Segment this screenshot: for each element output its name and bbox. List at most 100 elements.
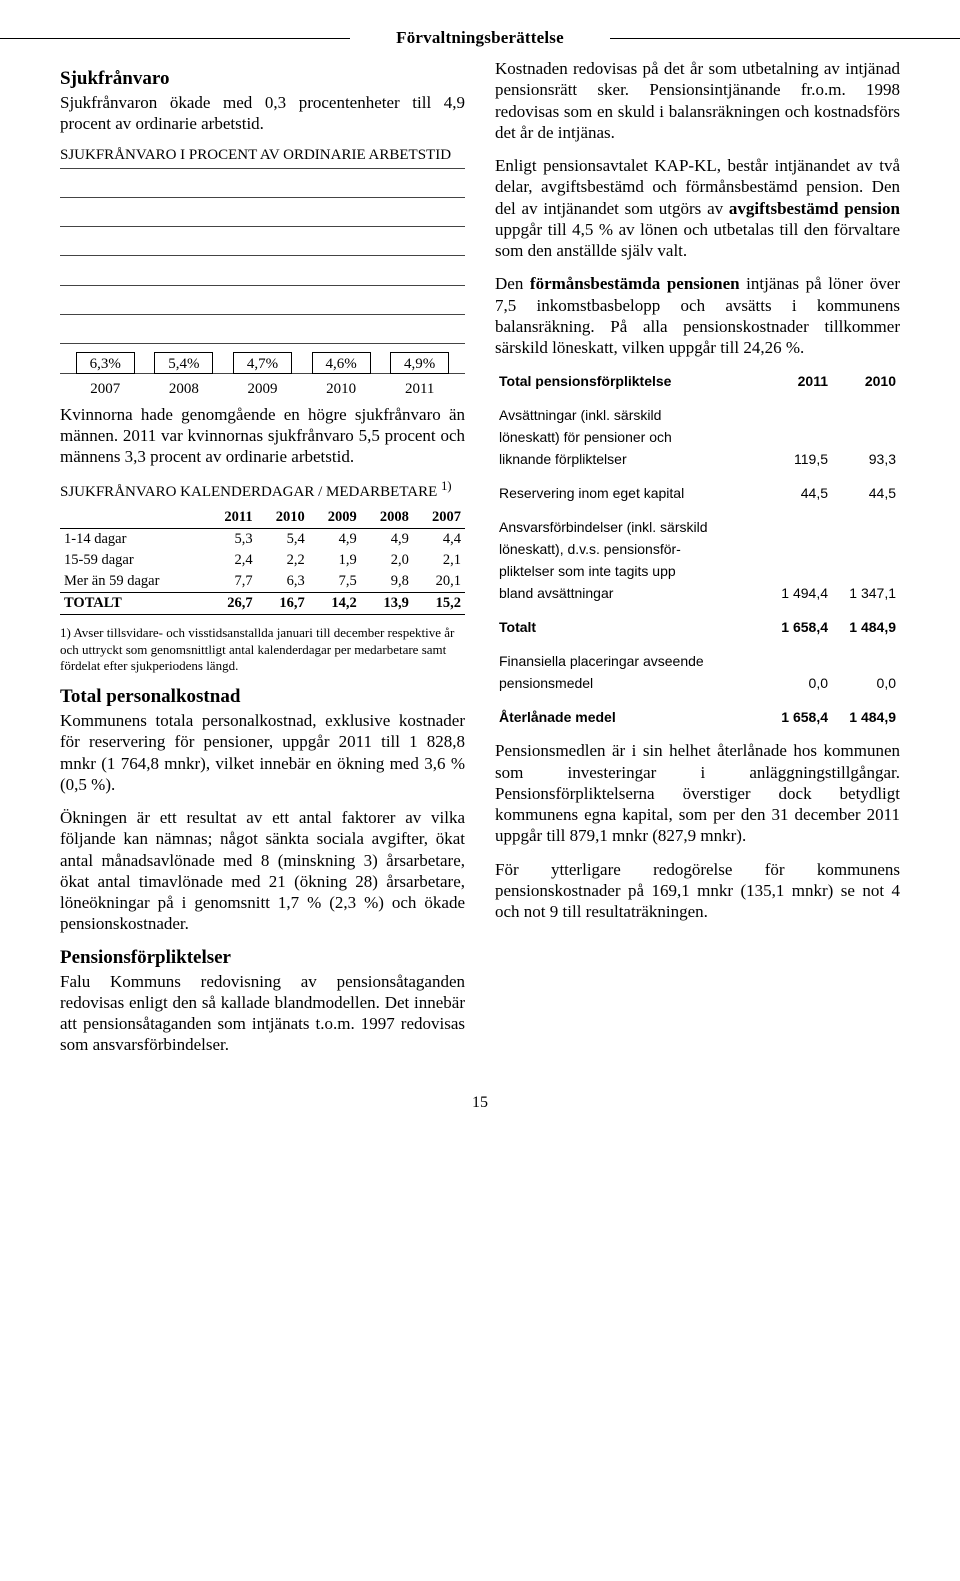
bar-wrap: 4,7% — [233, 352, 292, 374]
barchart-sjukfranvaro: 6,3%5,4%4,7%4,6%4,9% 2007200820092010201… — [60, 168, 465, 398]
pension-value — [764, 426, 832, 448]
barchart-xlabel: 2007 — [76, 381, 135, 398]
para-right-4: Pensionsmedlen är i sin helhet återlånad… — [495, 740, 900, 846]
barchart-xlabel: 2009 — [233, 381, 292, 398]
para-right-3b: förmånsbestämda pensionen — [530, 274, 740, 293]
heading-pensionsforpliktelser: Pensionsförpliktelser — [60, 947, 465, 969]
pension-row: löneskatt), d.v.s. pensionsför- — [495, 538, 900, 560]
table1-total-cell: TOTALT — [60, 593, 206, 615]
pension-h2: 2010 — [832, 370, 900, 392]
table1-body: 1-14 dagar5,35,44,94,94,415-59 dagar2,42… — [60, 529, 465, 615]
bar-wrap: 5,4% — [154, 352, 213, 374]
pension-value: 44,5 — [764, 482, 832, 504]
table1-cell: 20,1 — [413, 571, 465, 593]
pension-h1: 2011 — [764, 370, 832, 392]
table1-col-header — [60, 507, 206, 529]
pension-value: 44,5 — [832, 482, 900, 504]
pension-spacer — [495, 504, 900, 516]
pension-label: löneskatt) för pensioner och — [495, 426, 764, 448]
table1-cell: 1-14 dagar — [60, 529, 206, 551]
right-column: Kostnaden redovisas på det år som utbeta… — [495, 58, 900, 1068]
para-right-5: För ytterligare redogörelse för kommunen… — [495, 859, 900, 923]
table-pension: Total pensionsförpliktelse 2011 2010 Avs… — [495, 370, 900, 728]
pension-row: pensionsmedel0,00,0 — [495, 672, 900, 694]
table-kalenderdagar: 20112010200920082007 1-14 dagar5,35,44,9… — [60, 507, 465, 615]
pension-value — [832, 426, 900, 448]
para-total-1: Kommunens totala personalkostnad, exklus… — [60, 710, 465, 795]
pension-total-cell: 1 484,9 — [832, 616, 900, 638]
table1-cell: 9,8 — [361, 571, 413, 593]
table1-cell: 1,9 — [309, 550, 361, 571]
pension-label: pliktelser som inte tagits upp — [495, 560, 764, 582]
para-right-3a: Den — [495, 274, 530, 293]
pension-row: pliktelser som inte tagits upp — [495, 560, 900, 582]
pension-total-cell: 1 658,4 — [764, 616, 832, 638]
bar: 4,6% — [312, 352, 371, 374]
pension-header-row: Total pensionsförpliktelse 2011 2010 — [495, 370, 900, 392]
pension-row: Avsättningar (inkl. särskild — [495, 404, 900, 426]
table1-caption-note: 1) — [441, 479, 451, 493]
table1-cell: 6,3 — [257, 571, 309, 593]
pension-value: 1 347,1 — [832, 582, 900, 604]
pension-value: 1 494,4 — [764, 582, 832, 604]
running-header: Förvaltningsberättelse — [60, 28, 900, 48]
table-row: 15-59 dagar2,42,21,92,02,1 — [60, 550, 465, 571]
header-rule-left — [0, 38, 350, 39]
table1-total-cell: 13,9 — [361, 593, 413, 615]
pension-row: liknande förpliktelser119,593,3 — [495, 448, 900, 470]
table1-cell: 7,5 — [309, 571, 361, 593]
pension-value — [832, 560, 900, 582]
pension-label: Reservering inom eget kapital — [495, 482, 764, 504]
para-right-2: Enligt pensionsavtalet KAP-KL, består in… — [495, 155, 900, 261]
bar: 5,4% — [154, 352, 213, 374]
table1-cell: 4,9 — [361, 529, 413, 551]
table1-total-cell: 14,2 — [309, 593, 361, 615]
pension-value: 93,3 — [832, 448, 900, 470]
header-text: Förvaltningsberättelse — [396, 28, 564, 47]
pension-value — [832, 404, 900, 426]
table1-total-cell: 26,7 — [206, 593, 257, 615]
pension-spacer — [495, 638, 900, 650]
table1-cell: 4,4 — [413, 529, 465, 551]
pension-row: Ansvarsförbindelser (inkl. särskild — [495, 516, 900, 538]
para-pension-1: Falu Kommuns redovisning av pensionsåtag… — [60, 971, 465, 1056]
table1-total-row: TOTALT26,716,714,213,915,2 — [60, 593, 465, 615]
bar: 6,3% — [76, 352, 135, 374]
table1-footnote: 1) Avser tillsvidare- och visstidsanstal… — [60, 625, 465, 674]
table1-caption: SJUKFRÅNVARO KALENDERDAGAR / MEDARBETARE… — [60, 479, 465, 501]
pension-value: 0,0 — [832, 672, 900, 694]
pension-total-cell: Totalt — [495, 616, 764, 638]
para-sjukfranvaro-intro: Sjukfrånvaron ökade med 0,3 procentenhet… — [60, 92, 465, 135]
pension-total-1: Totalt1 658,41 484,9 — [495, 616, 900, 638]
left-column: Sjukfrånvaro Sjukfrånvaron ökade med 0,3… — [60, 58, 465, 1068]
para-right-2c: uppgår till 4,5 % av lönen och utbetalas… — [495, 220, 900, 260]
table1-col-header: 2011 — [206, 507, 257, 529]
pension-value — [832, 516, 900, 538]
table1-col-header: 2010 — [257, 507, 309, 529]
table1-col-header: 2007 — [413, 507, 465, 529]
bar-wrap: 4,9% — [390, 352, 449, 374]
table1-cell: 7,7 — [206, 571, 257, 593]
table1-cell: Mer än 59 dagar — [60, 571, 206, 593]
pension-value: 0,0 — [764, 672, 832, 694]
pension-value — [832, 650, 900, 672]
para-kvinnor-man: Kvinnorna hade genomgående en högre sjuk… — [60, 404, 465, 468]
bar: 4,7% — [233, 352, 292, 374]
bar-wrap: 4,6% — [312, 352, 371, 374]
table1-cell: 4,9 — [309, 529, 361, 551]
pension-body: Avsättningar (inkl. särskildlöneskatt) f… — [495, 392, 900, 728]
pension-spacer — [495, 470, 900, 482]
table-row: 1-14 dagar5,35,44,94,94,4 — [60, 529, 465, 551]
pension-value — [832, 538, 900, 560]
table1-col-header: 2008 — [361, 507, 413, 529]
pension-spacer — [495, 392, 900, 404]
heading-sjukfranvaro: Sjukfrånvaro — [60, 68, 465, 90]
table1-header-row: 20112010200920082007 — [60, 507, 465, 529]
pension-value — [764, 516, 832, 538]
table1-total-cell: 16,7 — [257, 593, 309, 615]
pension-label: bland avsättningar — [495, 582, 764, 604]
header-rule-right — [610, 38, 960, 39]
barchart-xlabel: 2010 — [312, 381, 371, 398]
para-right-3: Den förmånsbestämda pensionen intjänas p… — [495, 273, 900, 358]
pension-value — [764, 404, 832, 426]
